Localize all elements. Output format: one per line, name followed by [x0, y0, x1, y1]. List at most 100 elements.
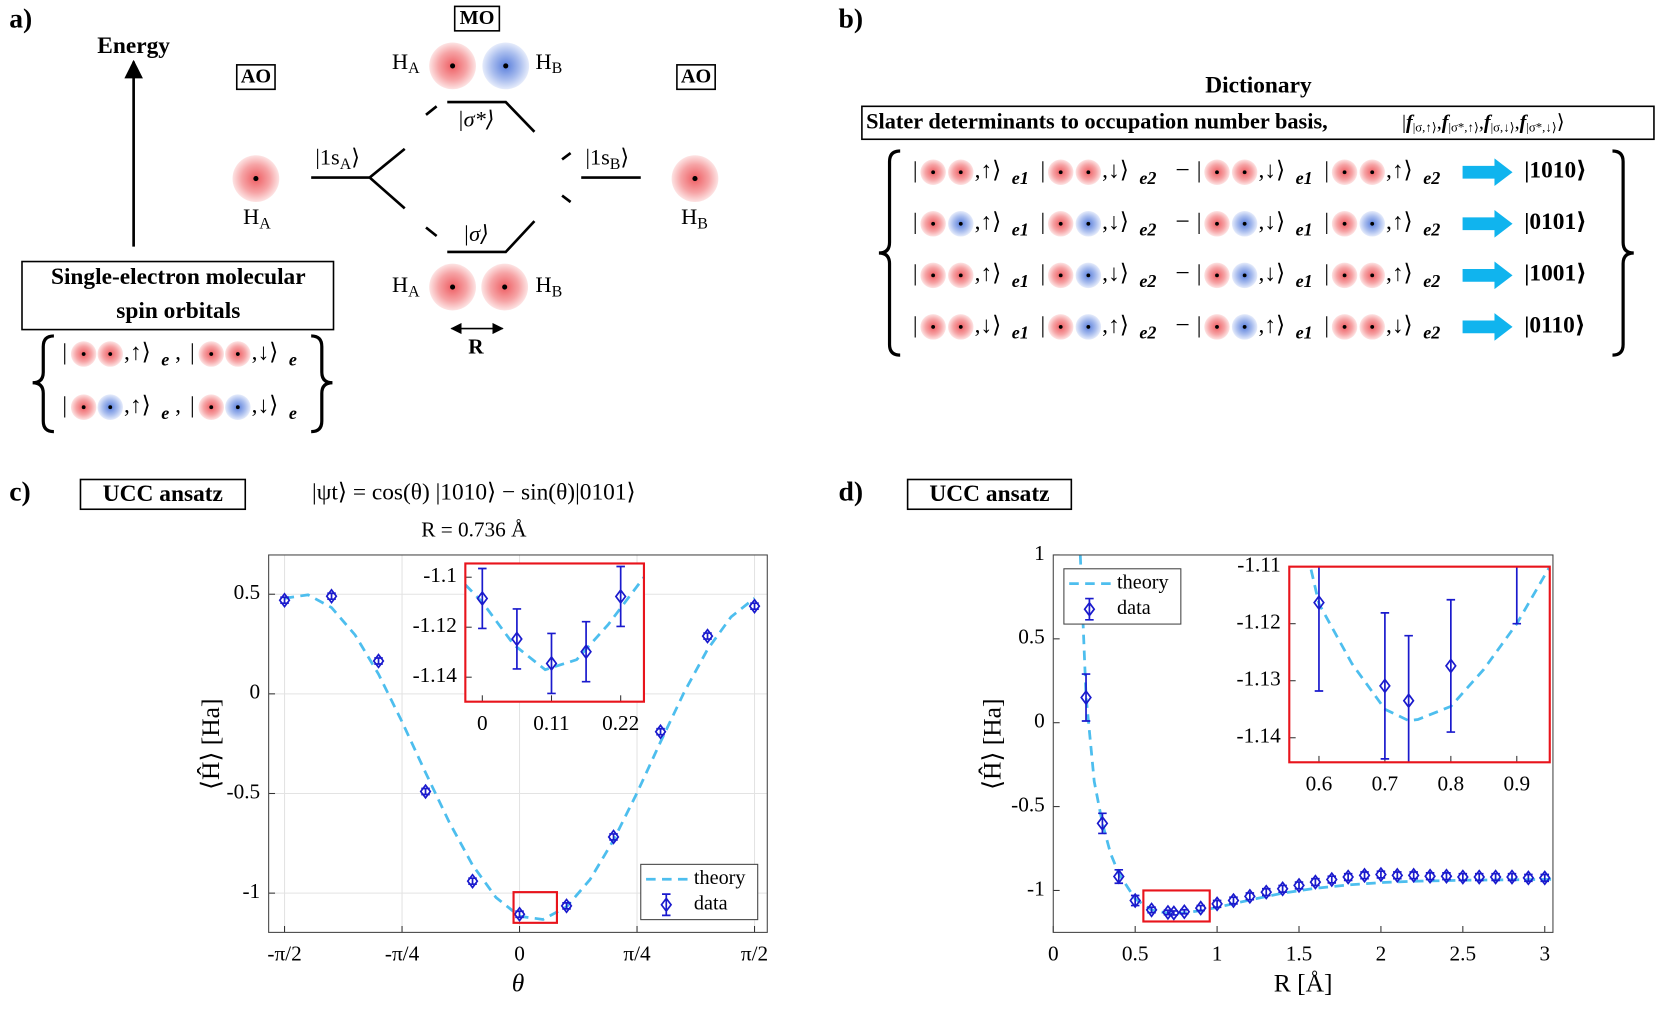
ao-level [311, 147, 406, 210]
box-title: Single-electron molecular [51, 264, 306, 290]
x-tick-label: 0.9 [1504, 772, 1531, 796]
orbital [1047, 159, 1074, 185]
spin-label: ,↓⟩ [252, 393, 279, 419]
ket-open: | [1041, 312, 1046, 338]
ket-open: | [62, 393, 67, 419]
data-point [1506, 869, 1518, 885]
basis-part: | [1402, 111, 1406, 133]
orbital [232, 155, 280, 202]
data-point [701, 628, 714, 644]
spin-label: ,↓⟩ [1258, 158, 1285, 184]
x-tick-label: 2 [1376, 942, 1387, 966]
data-point [419, 783, 432, 800]
legend-label: theory [1117, 571, 1169, 593]
orbital [920, 314, 946, 340]
spin-label: ,↑⟩ [975, 209, 1002, 235]
spin-label: ,↑⟩ [1386, 261, 1413, 287]
spin-label: ,↑⟩ [975, 261, 1002, 287]
data-point [1178, 903, 1191, 920]
plot-area [1078, 554, 1553, 921]
orbital [97, 341, 123, 367]
spin-label: ,↓⟩ [1102, 158, 1129, 184]
orbital [97, 394, 123, 420]
spin-label: ,↑⟩ [124, 339, 151, 365]
ket-open: | [1324, 209, 1329, 235]
electron-sub: e2 [1423, 219, 1440, 239]
orbital [1359, 211, 1385, 237]
spin-label: ,↓⟩ [1258, 209, 1285, 235]
data-point [1379, 678, 1391, 694]
orbital [948, 211, 974, 237]
electron-sub: e2 [1139, 168, 1156, 188]
label-box [676, 64, 716, 91]
ket-label: |1sA⟩ [315, 145, 360, 173]
error-bar [581, 620, 591, 683]
ket-open: | [913, 158, 918, 184]
title-box [79, 478, 247, 511]
data-point [1194, 900, 1207, 916]
data-point [1260, 884, 1273, 900]
y-tick-label: -1 [242, 879, 260, 903]
basis-part: |σ*,↑⟩ [1449, 121, 1479, 135]
error-bar [1512, 566, 1522, 625]
electron-sub: e2 [1423, 323, 1440, 343]
panel-a: a) Energy AO MO AO HA HB HA HB HA HB |1s… [9, 3, 719, 434]
data-point [1129, 892, 1142, 909]
x-tick-label: 1 [1212, 942, 1223, 966]
orbital [482, 42, 530, 90]
basis-part: , [1479, 111, 1484, 133]
data-point [513, 906, 526, 923]
orbital [429, 263, 476, 311]
data-point [1211, 896, 1223, 912]
orbital [920, 262, 946, 289]
spin-label: ,↑⟩ [1386, 209, 1413, 235]
orbital [198, 341, 224, 367]
x-tick-label: 3 [1539, 942, 1550, 966]
atom-label: HA [392, 49, 420, 77]
basis-part: , [1515, 111, 1520, 133]
mo-label: MO [460, 7, 495, 29]
electron-sub: e [289, 403, 297, 423]
orbital [948, 262, 974, 289]
x-axis-label: R [Å] [1274, 968, 1333, 997]
y-tick-label: -1.12 [1237, 610, 1281, 634]
orbital [1331, 211, 1358, 237]
x-tick-label: 0 [1048, 942, 1059, 966]
result-ket: |0110⟩ [1524, 312, 1585, 338]
orbital [1047, 314, 1074, 340]
ket-open: | [1324, 158, 1329, 184]
annotation: R = 0.736 Å [421, 517, 527, 541]
data-point [1276, 880, 1289, 897]
error-bar [547, 632, 556, 695]
ket-open: | [1324, 312, 1329, 338]
minus: − [1176, 207, 1190, 236]
basis-part: f [1484, 111, 1493, 133]
chart-subtitle: |ψt⟩ = cos(θ) |1010⟩ − sin(θ)|0101⟩ [312, 480, 636, 506]
data-point [560, 898, 573, 914]
ket-open: | [1197, 312, 1202, 338]
data-point [1407, 867, 1420, 884]
ao-label: AO [681, 65, 711, 87]
orbital [1331, 159, 1358, 185]
y-tick-label: -0.5 [1011, 792, 1045, 816]
heading: Dictionary [1205, 73, 1312, 99]
orbital [198, 394, 224, 420]
electron-sub: e [289, 350, 297, 370]
x-tick-label: 1.5 [1286, 942, 1313, 966]
y-axis-label: ⟨Ĥ⟩ [Ha] [978, 699, 1007, 790]
label-box [861, 105, 1655, 141]
error-bar [616, 565, 625, 628]
error-bar [1081, 673, 1091, 722]
ket-open: | [1041, 261, 1046, 287]
arrow [1462, 158, 1513, 187]
x-tick-label: 0.8 [1438, 772, 1465, 796]
legend-label: data [1117, 597, 1151, 619]
basis-part: f [1406, 111, 1415, 133]
ket-open: | [1197, 158, 1202, 184]
basis-part: f [1520, 111, 1529, 133]
data-point [1489, 869, 1502, 885]
data-point [748, 598, 761, 614]
charts: c) UCC ansatz |ψt⟩ = cos(θ) |1010⟩ − sin(θ… [9, 476, 1554, 997]
data-point [580, 643, 592, 660]
